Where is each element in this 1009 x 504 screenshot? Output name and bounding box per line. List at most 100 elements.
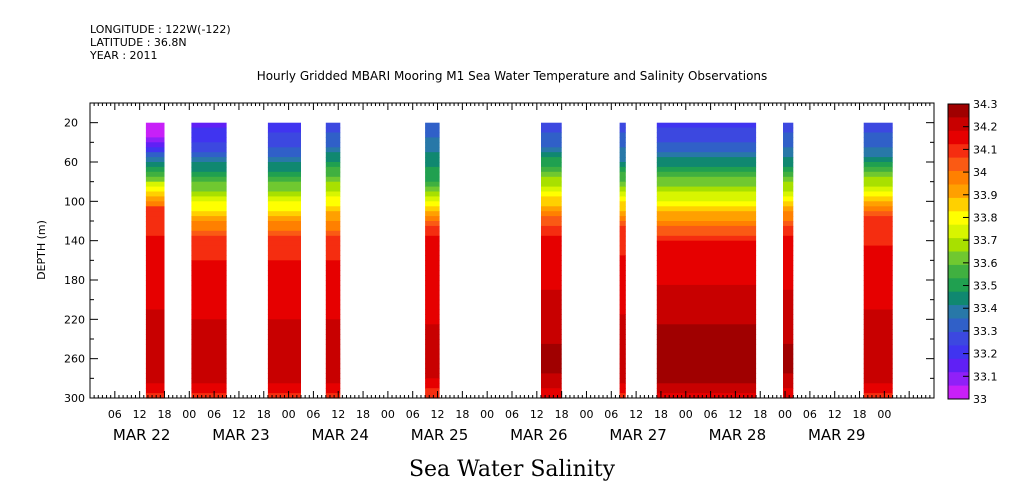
colorbar-frame (947, 103, 970, 400)
date-label: MAR 24 (311, 426, 368, 444)
salinity-cell (325, 162, 341, 168)
salinity-cell (425, 211, 440, 217)
salinity-cell (191, 230, 227, 237)
salinity-cell (783, 353, 794, 360)
salinity-cell (145, 289, 165, 296)
salinity-cell (425, 373, 440, 379)
salinity-cell (145, 363, 165, 370)
x-tick-label: 12 (828, 408, 842, 421)
salinity-cell (425, 245, 440, 252)
salinity-cell (783, 221, 794, 227)
colorbar-swatch (948, 144, 969, 159)
salinity-cell (425, 368, 440, 374)
observation-block (783, 122, 794, 399)
salinity-cell (541, 176, 562, 183)
salinity-cell (541, 122, 562, 129)
x-tick-label: 06 (108, 408, 122, 421)
salinity-cell (863, 137, 893, 143)
salinity-cell (619, 147, 626, 153)
salinity-cell (267, 171, 301, 178)
salinity-cell (425, 225, 440, 232)
salinity-cell (325, 358, 341, 365)
x-tick-label: 06 (505, 408, 519, 421)
salinity-cell (145, 230, 165, 237)
salinity-cell (325, 260, 341, 266)
salinity-cell (325, 221, 341, 227)
salinity-cell (267, 284, 301, 291)
salinity-cell (541, 299, 562, 306)
salinity-cell (619, 373, 626, 379)
salinity-cell (541, 147, 562, 153)
salinity-cell (325, 275, 341, 281)
salinity-cell (619, 196, 626, 202)
salinity-cell (619, 383, 626, 389)
salinity-cell (267, 157, 301, 163)
colorbar-swatch (948, 157, 969, 172)
x-tick-label: 06 (704, 408, 718, 421)
salinity-cell (325, 280, 341, 286)
salinity-cell (619, 181, 626, 188)
salinity-cell (656, 388, 757, 394)
salinity-cell (783, 319, 794, 325)
salinity-cell (267, 280, 301, 286)
salinity-cell (783, 132, 794, 138)
salinity-cell (145, 137, 165, 143)
salinity-cell (863, 186, 893, 193)
salinity-cell (656, 280, 757, 286)
date-label: MAR 29 (808, 426, 865, 444)
salinity-cell (325, 388, 341, 394)
salinity-cell (863, 314, 893, 320)
salinity-cell (783, 211, 794, 217)
salinity-cell (425, 299, 440, 306)
salinity-cell (425, 162, 440, 168)
salinity-cell (145, 368, 165, 374)
salinity-cell (267, 245, 301, 252)
salinity-cell (425, 186, 440, 193)
colorbar-label: 33 (973, 393, 987, 406)
salinity-cell (425, 142, 440, 148)
salinity-cell (619, 230, 626, 237)
salinity-cell (656, 284, 757, 291)
salinity-cell (783, 265, 794, 271)
y-tick-label: 260 (64, 353, 85, 366)
observation-block (267, 122, 301, 399)
salinity-cell (619, 388, 626, 394)
salinity-cell (425, 329, 440, 335)
salinity-cell (541, 260, 562, 266)
colorbar-swatch (948, 211, 969, 226)
x-tick-label: 00 (381, 408, 395, 421)
x-tick-label: 00 (182, 408, 196, 421)
x-tick-label: 18 (555, 408, 569, 421)
salinity-cell (325, 393, 341, 399)
salinity-cell (145, 383, 165, 389)
salinity-cell (863, 339, 893, 345)
salinity-cell (145, 142, 165, 148)
observation-block (619, 122, 626, 399)
salinity-cell (783, 152, 794, 158)
salinity-cell (619, 314, 626, 320)
salinity-cell (863, 255, 893, 261)
salinity-cell (783, 275, 794, 281)
salinity-cell (541, 152, 562, 158)
salinity-cell (863, 353, 893, 360)
salinity-cell (191, 186, 227, 193)
x-tick-label: 00 (282, 408, 296, 421)
salinity-cell (783, 201, 794, 207)
chart-title: Hourly Gridded MBARI Mooring M1 Sea Wate… (257, 69, 768, 83)
salinity-cell (541, 191, 562, 197)
salinity-cell (425, 171, 440, 178)
salinity-cell (325, 186, 341, 193)
salinity-cell (145, 284, 165, 291)
salinity-cell (425, 294, 440, 301)
salinity-cell (425, 304, 440, 311)
salinity-cell (267, 196, 301, 202)
date-label: MAR 28 (709, 426, 766, 444)
salinity-cell (425, 270, 440, 276)
salinity-cell (656, 127, 757, 134)
salinity-cell (656, 255, 757, 261)
x-tick-label: 00 (877, 408, 891, 421)
observation-block (145, 122, 165, 399)
salinity-cell (267, 142, 301, 148)
salinity-cell (783, 181, 794, 188)
salinity-cell (145, 373, 165, 379)
